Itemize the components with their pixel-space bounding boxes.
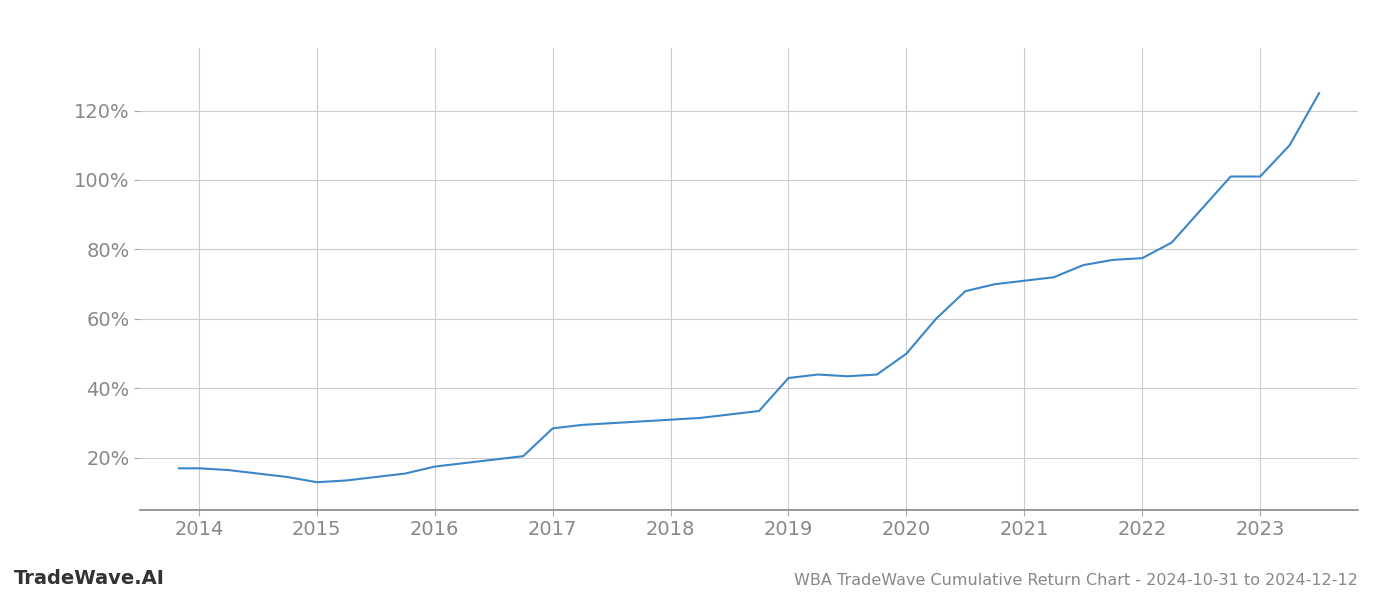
Text: TradeWave.AI: TradeWave.AI bbox=[14, 569, 165, 588]
Text: WBA TradeWave Cumulative Return Chart - 2024-10-31 to 2024-12-12: WBA TradeWave Cumulative Return Chart - … bbox=[794, 573, 1358, 588]
